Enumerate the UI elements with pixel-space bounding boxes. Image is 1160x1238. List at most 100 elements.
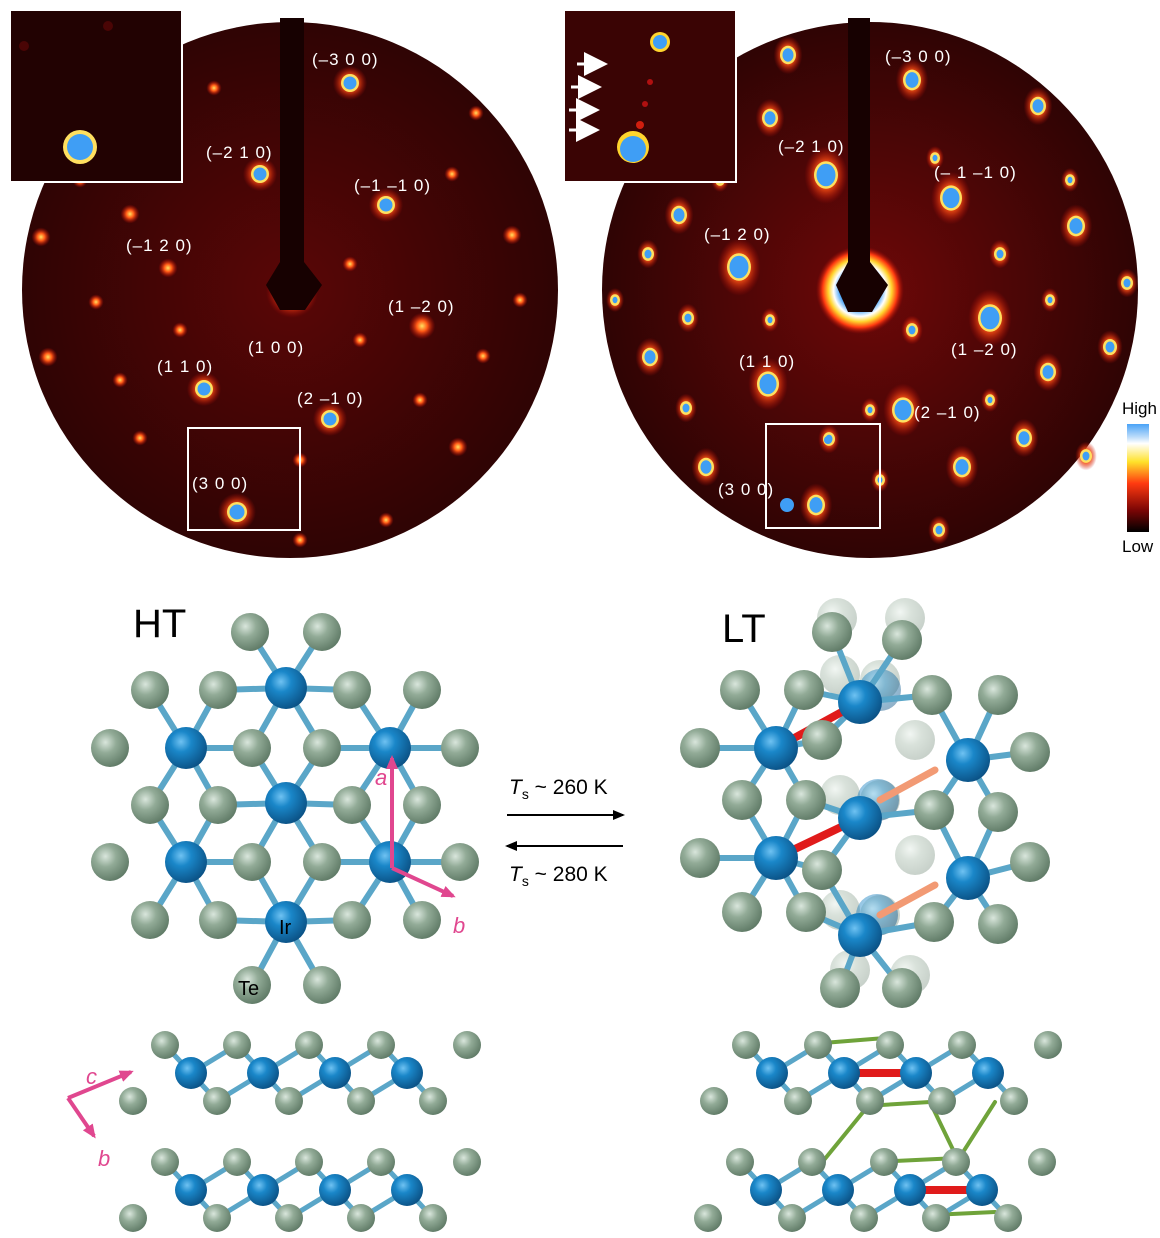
leed-spot-glow: [512, 292, 528, 308]
label-100: (1 0 0): [248, 338, 304, 357]
te-atom: [403, 901, 441, 939]
te-atom: [199, 901, 237, 939]
te-atom: [784, 670, 824, 710]
leed-spot: [1082, 451, 1090, 461]
ir-atom: [391, 1174, 423, 1206]
leed-spot-glow: [88, 294, 104, 310]
inset-lt: [563, 9, 737, 183]
leed-spot: [987, 396, 993, 404]
label-2m10: (2 –1 0): [297, 389, 364, 408]
leed-spot-glow: [342, 256, 358, 272]
label-lt-m120: (–1 2 0): [704, 225, 771, 244]
leed-spot-glow: [38, 347, 58, 367]
lattice-axes-cb: c b: [66, 1064, 134, 1171]
leed-spot-glow: [206, 80, 222, 96]
te-atom: [275, 1204, 303, 1232]
colorbar-scale: [1127, 424, 1149, 532]
te-atom: [802, 850, 842, 890]
ir-atom: [756, 1057, 788, 1089]
ht-structure-side-view: [119, 1031, 481, 1232]
ir-atom: [175, 1174, 207, 1206]
te-atom: [680, 838, 720, 878]
te-atom: [131, 786, 169, 824]
leed-spot: [343, 76, 357, 90]
leed-spot: [1123, 278, 1131, 288]
te-atom: [151, 1031, 179, 1059]
leed-spot: [729, 255, 749, 279]
leed-spot: [323, 412, 337, 426]
te-atom: [1010, 842, 1050, 882]
leed-spot: [955, 459, 969, 475]
leed-spot: [996, 249, 1004, 259]
te-atom: [347, 1087, 375, 1115]
leed-spot-glow: [378, 512, 394, 528]
ir-atom: [754, 836, 798, 880]
axis-b2-label: b: [98, 1146, 110, 1171]
leed-spot: [980, 306, 1000, 330]
leed-spot: [253, 167, 267, 181]
lt-structure-top-view: [680, 598, 1050, 1008]
lt-structure-side-view: [694, 1031, 1062, 1232]
leed-spot: [229, 504, 245, 520]
ir-atom: [754, 726, 798, 770]
ir-atom: [391, 1057, 423, 1089]
leed-spot: [1042, 365, 1054, 379]
leed-spot-glow: [444, 166, 460, 182]
leed-spot: [932, 154, 938, 162]
te-atom: [231, 613, 269, 651]
ir-atom: [369, 727, 411, 769]
zoom-box-lt: [765, 423, 881, 529]
te-atom: [441, 729, 479, 767]
leed-spot: [1047, 296, 1053, 304]
axis-b-label: b: [453, 913, 465, 938]
te-atom: [453, 1148, 481, 1176]
ir-atom: [838, 913, 882, 957]
te-atom: [850, 1204, 878, 1232]
ir-atom: [319, 1057, 351, 1089]
leed-spot: [894, 399, 912, 421]
te-atom: [151, 1148, 179, 1176]
ir-atom: [828, 1057, 860, 1089]
te-atom: [726, 1148, 754, 1176]
leed-spot: [644, 249, 652, 259]
ir-label: Ir: [279, 917, 292, 939]
te-atom: [928, 1087, 956, 1115]
leed-spot: [809, 497, 823, 513]
te-atom: [882, 620, 922, 660]
label-lt-2m10: (2 –1 0): [914, 403, 981, 422]
leed-spot: [1069, 218, 1083, 234]
leed-spot: [673, 208, 685, 222]
ir-atom: [894, 1174, 926, 1206]
te-atom: [948, 1031, 976, 1059]
te-atom: [295, 1031, 323, 1059]
te-atom: [680, 728, 720, 768]
leed-spot-glow: [292, 532, 308, 548]
te-atom: [233, 729, 271, 767]
te-atom: [978, 904, 1018, 944]
te-atom: [1034, 1031, 1062, 1059]
te-atom: [978, 675, 1018, 715]
leed-pattern-lt: (–3 0 0) (–2 1 0) (– 1 –1 0) (–1 2 0) (1…: [563, 9, 1138, 558]
transition-upper: Ts ~ 260 K: [509, 776, 608, 802]
te-atom: [914, 902, 954, 942]
leed-spots-ht: [31, 54, 528, 548]
bond: [876, 881, 939, 919]
transition-lower: Ts ~ 280 K: [509, 863, 608, 889]
leed-spot: [644, 350, 656, 364]
leed-spot-glow: [132, 430, 148, 446]
ir-atom: [838, 796, 882, 840]
te-atom: [223, 1148, 251, 1176]
leed-spot: [700, 460, 712, 474]
leed-spot: [684, 313, 692, 323]
te-atom: [131, 901, 169, 939]
ir-atom: [265, 667, 307, 709]
ir-atom: [838, 680, 882, 724]
te-atom: [784, 1087, 812, 1115]
zoom-box: [187, 427, 301, 531]
ir-atom: [265, 901, 307, 943]
colorbar-low-label: Low: [1122, 537, 1154, 556]
te-atom: [303, 843, 341, 881]
te-atom: [1000, 1087, 1028, 1115]
leed-spot: [816, 163, 836, 187]
label-lt-1m20: (1 –2 0): [951, 340, 1018, 359]
